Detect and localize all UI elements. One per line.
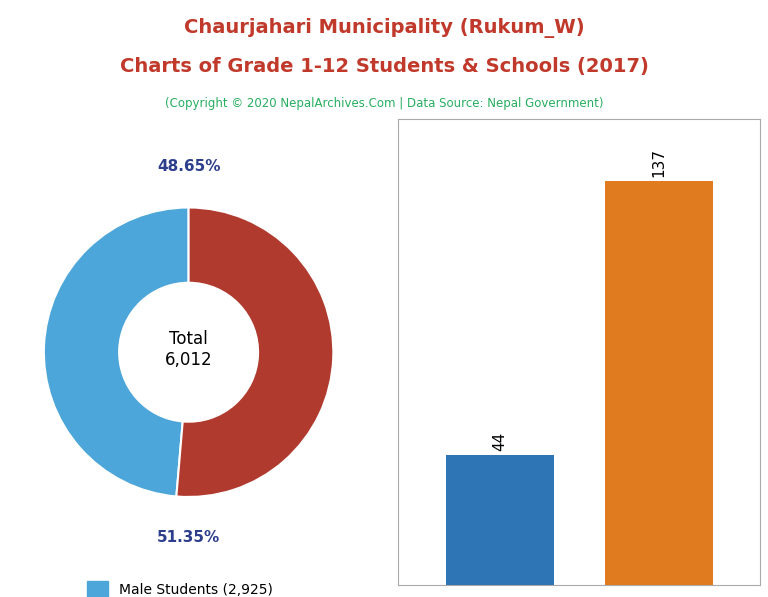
- Text: Chaurjahari Municipality (Rukum_W): Chaurjahari Municipality (Rukum_W): [184, 18, 584, 38]
- Legend: Male Students (2,925), Female Students (3,087): Male Students (2,925), Female Students (…: [81, 576, 296, 597]
- Text: 44: 44: [492, 432, 508, 451]
- Text: Charts of Grade 1-12 Students & Schools (2017): Charts of Grade 1-12 Students & Schools …: [120, 57, 648, 76]
- Text: 137: 137: [651, 148, 667, 177]
- Text: Total
6,012: Total 6,012: [165, 330, 213, 369]
- Bar: [604, 181, 713, 585]
- Text: 51.35%: 51.35%: [157, 530, 220, 545]
- Bar: [445, 456, 554, 585]
- Wedge shape: [44, 208, 189, 497]
- Wedge shape: [177, 208, 333, 497]
- Text: (Copyright © 2020 NepalArchives.Com | Data Source: Nepal Government): (Copyright © 2020 NepalArchives.Com | Da…: [165, 97, 603, 110]
- Text: 48.65%: 48.65%: [157, 159, 220, 174]
